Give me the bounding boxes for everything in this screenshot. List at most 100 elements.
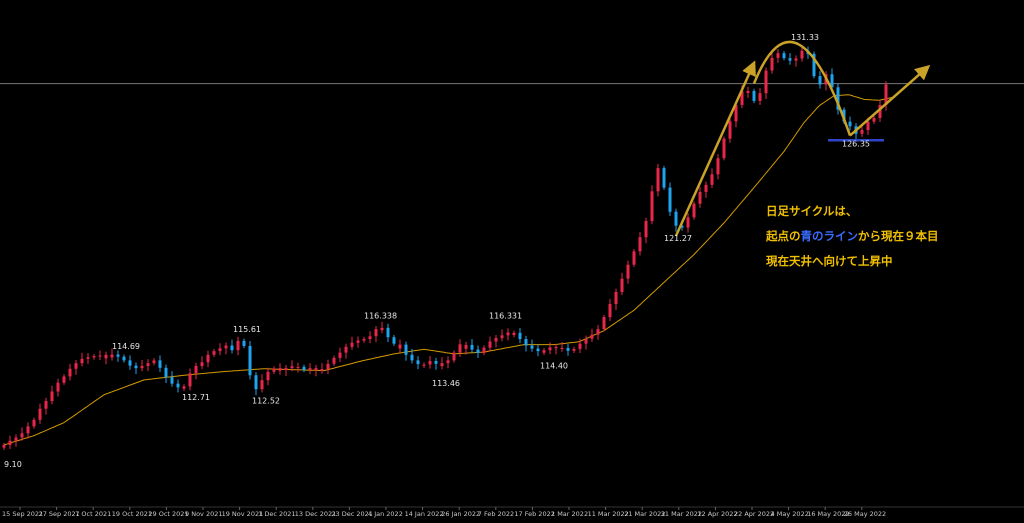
candle-body (212, 351, 216, 355)
candle-body (506, 332, 510, 336)
candle-body (650, 191, 654, 222)
candle-body (554, 347, 558, 349)
candle-body (698, 191, 702, 204)
candle-body (398, 344, 402, 349)
candle-body (860, 130, 864, 134)
candle-body (290, 366, 294, 369)
candle-body (764, 70, 768, 94)
candle-body (656, 168, 660, 192)
candle-body (284, 368, 288, 371)
candle-body (86, 357, 90, 359)
candle-body (434, 361, 438, 364)
candle-body (542, 350, 546, 353)
candle-body (584, 338, 588, 344)
candle-body (488, 341, 492, 348)
candle-body (386, 327, 390, 338)
x-tick-label: 4 Jan 2022 (368, 510, 403, 518)
uptrend-arrow (674, 60, 756, 237)
candle-body (242, 340, 246, 346)
candle-body (680, 225, 684, 228)
candle-body (416, 360, 420, 365)
price-label: 114.40 (540, 362, 568, 371)
candle-body (866, 121, 870, 131)
candle-body (410, 354, 414, 361)
moving-average-line (3, 94, 893, 446)
candle-body (176, 383, 180, 388)
x-tick-label: 27 Sep 2021 (39, 510, 80, 518)
note-line-3: 現在天井へ向けて上昇中 (766, 254, 893, 268)
candle-body (476, 349, 480, 353)
candle-body (740, 91, 744, 105)
candle-body (500, 335, 504, 339)
candle-body (878, 104, 882, 118)
candle-body (380, 327, 384, 331)
candle-body (374, 329, 378, 337)
candle-body (830, 74, 834, 88)
candle-body (812, 53, 816, 77)
candle-body (734, 104, 738, 122)
price-label: 112.71 (182, 393, 210, 402)
candle-body (164, 367, 168, 378)
candle-body (266, 371, 270, 381)
candle-body (356, 340, 360, 343)
candle-body (524, 339, 528, 346)
price-label: 121.27 (664, 234, 692, 243)
candle-body (14, 437, 18, 441)
price-label: 126.35 (842, 140, 870, 149)
candle-body (818, 76, 822, 85)
candle-body (314, 368, 318, 371)
candle-body (458, 344, 462, 353)
candle-body (254, 375, 258, 390)
candle-body (206, 354, 210, 363)
x-tick-label: 14 Jan 2022 (405, 510, 444, 518)
price-label: 131.33 (791, 33, 819, 42)
candle-body (326, 363, 330, 370)
candle-body (170, 377, 174, 384)
note-line-1: 日足サイクルは、 (766, 204, 858, 218)
candle-body (50, 391, 54, 402)
candle-body (272, 368, 276, 372)
candle-body (332, 357, 336, 364)
candle-body (632, 251, 636, 265)
x-tick-label: 11 Mar 2022 (588, 510, 629, 518)
candle-body (452, 352, 456, 361)
candle-body (872, 117, 876, 122)
candle-body (578, 343, 582, 349)
x-tick-label: 17 Feb 2022 (514, 510, 554, 518)
candle-body (614, 291, 618, 305)
x-tick-label: 26 May 2022 (844, 510, 886, 518)
candle-body (776, 53, 780, 58)
x-tick-label: 9 Nov 2021 (185, 510, 223, 518)
candle-body (464, 344, 468, 349)
x-tick-label: 22 Apr 2022 (734, 510, 774, 518)
x-tick-label: 31 Mar 2022 (661, 510, 702, 518)
candle-body (572, 348, 576, 351)
x-tick-label: 1 Dec 2021 (258, 510, 295, 518)
candle-body (884, 84, 888, 105)
candle-body (338, 352, 342, 358)
candle-body (596, 329, 600, 335)
candle-body (752, 91, 756, 101)
candle-body (8, 440, 12, 445)
price-label: 115.61 (233, 325, 261, 334)
x-tick-label: 16 May 2022 (807, 510, 849, 518)
candle-body (248, 345, 252, 376)
candle-body (392, 337, 396, 344)
x-tick-label: 26 Jan 2022 (441, 510, 480, 518)
candle-body (404, 344, 408, 355)
candle-body (422, 364, 426, 366)
note-line-2-suffix: から現在９本目 (858, 229, 939, 243)
candle-body (560, 348, 564, 350)
candle-body (44, 401, 48, 409)
candle-body (518, 332, 522, 340)
candle-body (218, 348, 222, 352)
analysis-note: 日足サイクルは、 起点の青のラインから現在９本目 現在天井へ向けて上昇中 (766, 199, 939, 274)
candle-body (446, 360, 450, 364)
candle-body (80, 358, 84, 364)
price-label: 112.52 (252, 396, 280, 405)
price-label: 116.331 (489, 312, 522, 321)
price-label: 113.46 (432, 379, 460, 388)
candle-body (182, 386, 186, 389)
candle-body (620, 278, 624, 292)
